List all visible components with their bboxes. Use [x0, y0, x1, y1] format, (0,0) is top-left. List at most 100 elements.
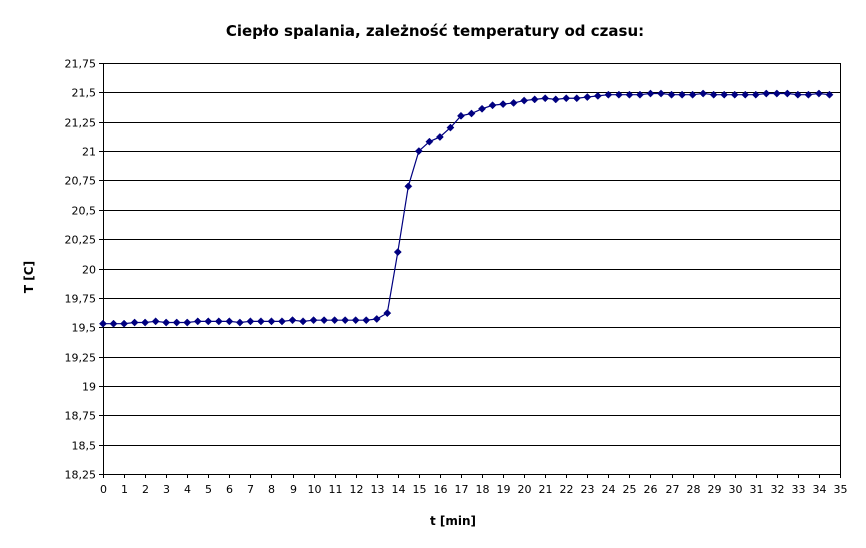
data-point: [688, 90, 697, 99]
data-point: [204, 317, 213, 326]
x-tick-label: 13: [371, 483, 385, 496]
data-point: [162, 318, 171, 327]
data-point: [699, 89, 708, 98]
data-point: [320, 316, 329, 325]
x-tick-label: 33: [792, 483, 806, 496]
data-point: [583, 93, 592, 102]
data-point: [225, 317, 234, 326]
y-tick-label: 20,25: [65, 234, 97, 247]
x-tick-labels: 0 1 2 3 4 5 6 7 8 9 10 11 12 13 14 15 16 17 18 19 20 21 22 23 24…: [100, 483, 848, 496]
x-tick-label: 22: [560, 483, 574, 496]
x-tick-label: 19: [497, 483, 511, 496]
x-tick-label: 35: [834, 483, 848, 496]
data-point: [214, 317, 223, 326]
data-point: [183, 318, 192, 327]
chart-title: Ciepło spalania, zależność temperatury o…: [226, 22, 644, 40]
data-point: [751, 90, 760, 99]
x-axis-title: t [min]: [430, 514, 476, 528]
x-tick-label: 34: [813, 483, 827, 496]
y-tick-label: 19,5: [72, 322, 97, 335]
data-point: [772, 89, 781, 98]
data-point: [141, 318, 150, 327]
series-group: [99, 89, 834, 328]
data-point: [435, 133, 444, 141]
data-point: [299, 317, 307, 326]
x-tick-label: 26: [644, 483, 658, 496]
data-point: [541, 94, 550, 103]
x-tick-label: 31: [750, 483, 764, 496]
data-point: [120, 319, 129, 328]
y-tick-label: 18,25: [65, 469, 97, 482]
data-point: [393, 248, 402, 257]
y-tick-label: 19,75: [65, 293, 97, 306]
axes: [99, 63, 841, 478]
x-tick-label: 1: [121, 483, 128, 496]
x-tick-label: 5: [205, 483, 212, 496]
y-tick-label: 19: [82, 381, 96, 394]
y-tick-label: 20,75: [65, 175, 97, 188]
data-point: [478, 104, 486, 113]
data-point: [804, 90, 813, 99]
data-point: [636, 90, 644, 99]
x-tick-label: 17: [455, 483, 469, 496]
x-tick-label: 23: [581, 483, 595, 496]
x-tick-label: 12: [350, 483, 364, 496]
data-point: [509, 98, 518, 107]
x-tick-label: 30: [729, 483, 743, 496]
plot-frame: [103, 63, 841, 475]
data-point: [414, 147, 423, 156]
data-point: [99, 319, 107, 328]
data-point: [625, 90, 634, 99]
data-point: [341, 316, 350, 325]
data-point: [572, 94, 581, 103]
data-point: [646, 89, 655, 98]
x-tick-label: 8: [268, 483, 275, 496]
data-point: [551, 95, 560, 104]
data-point: [783, 89, 792, 98]
data-point: [709, 90, 718, 99]
y-tick-label: 18,75: [65, 410, 97, 423]
x-tick-label: 14: [392, 483, 406, 496]
x-tick-label: 9: [290, 483, 297, 496]
data-point: [425, 137, 434, 146]
gridlines: [103, 92, 840, 446]
x-tick-label: 27: [666, 483, 680, 496]
y-tick-label: 20,5: [72, 205, 97, 218]
data-point: [720, 90, 729, 99]
y-tick-label: 21: [82, 146, 96, 159]
data-point: [288, 316, 297, 325]
data-point: [488, 101, 497, 110]
data-point: [267, 317, 276, 326]
data-point: [256, 317, 265, 326]
data-point: [446, 123, 455, 132]
y-axis-title: T [C]: [22, 261, 36, 293]
data-point: [404, 182, 413, 191]
data-point: [562, 94, 571, 103]
y-tick-label: 20: [82, 264, 96, 277]
x-tick-label: 24: [602, 483, 616, 496]
x-tick-label: 20: [518, 483, 532, 496]
data-point: [530, 95, 539, 104]
x-tick-label: 21: [539, 483, 553, 496]
data-point: [235, 318, 244, 327]
y-tick-label: 21,25: [65, 117, 97, 130]
x-tick-label: 6: [226, 483, 233, 496]
data-point: [614, 90, 623, 99]
data-point: [604, 90, 613, 99]
data-point: [499, 100, 508, 109]
data-point: [172, 318, 181, 327]
data-point: [730, 90, 739, 99]
data-point: [657, 89, 665, 98]
data-point: [825, 90, 834, 99]
data-point: [467, 109, 476, 118]
data-point: [309, 316, 318, 325]
series-line: [103, 92, 830, 325]
x-tick-label: 2: [142, 483, 149, 496]
data-point: [109, 319, 118, 328]
x-tick-label: 3: [163, 483, 170, 496]
x-tick-label: 18: [476, 483, 490, 496]
data-point: [351, 316, 360, 325]
x-tick-label: 28: [687, 483, 701, 496]
x-tick-label: 32: [771, 483, 785, 496]
